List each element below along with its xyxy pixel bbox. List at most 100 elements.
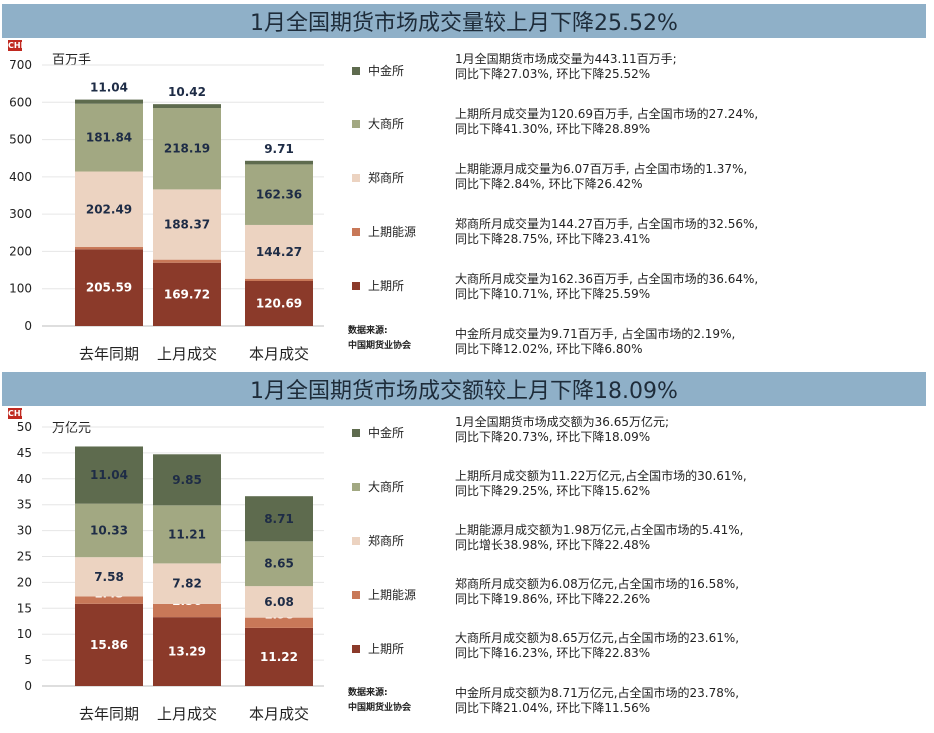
y-tick-label: 0 [24,319,32,333]
note-line: 上期所月成交额为11.22万亿元,占全国市场的30.61%, [455,469,747,483]
data-label-dce: 181.84 [86,131,132,145]
legend-swatch [352,66,360,75]
bar-segment-ine [153,259,221,263]
legend-swatch [352,227,360,236]
source-label: 数据来源: [348,688,388,698]
note-line: 上期能源月成交量为6.07百万手, 占全国市场的1.37%, [455,162,748,176]
note-line: 中金所月成交额为8.71万亿元,占全国市场的23.78%, [455,686,740,700]
y-tick-label: 0 [24,679,32,693]
x-category-label: 上月成交 [157,345,217,363]
note-czce: 郑商所月成交量为144.27百万手, 占全国市场的32.56%, 同比下降28.7… [455,217,758,247]
note-dce: 大商所月成交量为162.36百万手, 占全国市场的36.64%, 同比下降10.7… [455,272,758,302]
legend-item-ine: 上期能源 [352,223,416,240]
y-tick-label: 15 [17,601,32,615]
y-tick-label: 50 [17,420,32,434]
legend-item-ine: 上期能源 [352,586,416,603]
legend-swatch [352,536,360,545]
note-line: 同比下降29.25%, 环比下降15.62% [455,484,651,498]
legend-item-cffex: 中金所 [352,62,404,79]
y-tick-label: 500 [9,133,32,147]
bar-segment-dce [75,503,143,558]
x-category-label: 上月成交 [157,705,217,723]
y-tick-label: 30 [17,524,32,538]
x-category-label: 去年同期 [79,345,139,363]
legend-item-czce: 郑商所 [352,169,404,186]
note-line: 1月全国期货市场成交额为36.65万亿元; [455,415,670,429]
bar-segment-cffex [245,160,313,165]
note-total: 1月全国期货市场成交量为443.11百万手; 同比下降27.03%, 环比下降25… [455,52,677,82]
data-label-shfe: 169.72 [164,287,210,301]
note-line: 同比下降16.23%, 环比下降22.83% [455,646,651,660]
data-label-dce: 218.19 [164,142,210,156]
y-tick-label: 10 [17,627,32,641]
note-line: 同比增长38.98%, 环比下降22.48% [455,538,651,552]
data-label-czce: 6.08 [264,595,294,609]
turnover-unit-label: 万亿元 [52,421,92,436]
note-line: 郑商所月成交额为6.08万亿元,占全国市场的16.58%, [455,577,740,591]
source-name: 中国期货业协会 [348,703,412,713]
note-ine: 上期能源月成交额为1.98万亿元,占全国市场的5.41%, 同比增长38.98%,… [455,523,743,553]
bar-segment-shfe [75,249,143,326]
note-line: 上期能源月成交额为1.98万亿元,占全国市场的5.41%, [455,523,744,537]
data-label-shfe: 11.22 [260,650,298,664]
bar-segment-dce [75,103,143,172]
volume-data-source: 数据来源: 中国期货业协会 [348,324,411,354]
legend-label: 上期能源 [368,225,417,239]
bar-segment-czce [153,563,221,604]
data-label-dce: 11.21 [168,527,206,541]
y-tick-label: 400 [9,170,32,184]
data-label-cffex: 11.04 [90,468,128,482]
data-label-dce: 10.33 [90,523,128,537]
legend-label: 上期所 [368,279,405,293]
data-label-cffex: 9.85 [172,473,202,487]
note-line: 上期所月成交量为120.69百万手, 占全国市场的27.24%, [455,107,759,121]
data-label-cffex: 11.04 [90,81,128,95]
note-line: 同比下降12.02%, 环比下降6.80% [455,342,643,356]
bar-segment-shfe [153,262,221,326]
source-name: 中国期货业协会 [348,341,412,351]
volume-panel: 1月全国期货市场成交量较上月下降25.52% CHI 百万手 0 100 200 30… [0,0,934,365]
bar-segment-ine [75,247,143,250]
data-label-czce: 188.37 [164,218,210,232]
legend-item-shfe: 上期所 [352,640,404,657]
legend-swatch [352,428,360,437]
note-line: 1月全国期货市场成交量为443.11百万手; [455,52,677,66]
note-line: 同比下降20.73%, 环比下降18.09% [455,430,651,444]
note-line: 同比下降21.04%, 环比下降11.56% [455,701,651,715]
bar-segment-czce [75,557,143,597]
bar-segment-dce [245,541,313,587]
note-line: 同比下降10.71%, 环比下降25.59% [455,287,651,301]
y-tick-label: 300 [9,207,32,221]
note-line: 同比下降19.86%, 环比下降22.26% [455,592,651,606]
note-cffex: 中金所月成交量为9.71百万手, 占全国市场的2.19%, 同比下降12.02%,… [455,327,735,357]
bar-segment-dce [153,505,221,564]
bar-segment-dce [245,164,313,225]
y-tick-label: 600 [9,95,32,109]
y-tick-label: 700 [9,58,32,72]
legend-swatch [352,173,360,182]
legend-swatch [352,590,360,599]
y-tick-label: 35 [17,498,32,512]
legend-item-dce: 大商所 [352,115,404,132]
legend-label: 上期能源 [368,588,417,602]
note-line: 同比下降27.03%, 环比下降25.52% [455,67,651,81]
legend-label: 郑商所 [368,534,405,548]
bar-segment-shfe [153,617,221,686]
data-label-shfe: 120.69 [256,296,302,310]
data-label-cffex: 10.42 [168,85,206,99]
data-label-dce: 162.36 [256,188,302,202]
legend-label: 郑商所 [368,171,405,185]
turnover-title-banner: 1月全国期货市场成交额较上月下降18.09% [2,372,926,406]
y-tick-label: 5 [24,653,32,667]
bar-segment-czce [245,586,313,618]
bar-segment-shfe [245,627,313,686]
data-label-dce: 8.65 [264,557,294,571]
data-label-shfe: 15.86 [90,638,128,652]
bar-segment-shfe [245,280,313,326]
note-line: 郑商所月成交量为144.27百万手, 占全国市场的32.56%, [455,217,759,231]
note-line: 同比下降2.84%, 环比下降26.42% [455,177,643,191]
source-label: 数据来源: [348,326,388,336]
x-category-label: 本月成交 [249,345,309,363]
legend-swatch [352,644,360,653]
legend-label: 上期所 [368,642,405,656]
